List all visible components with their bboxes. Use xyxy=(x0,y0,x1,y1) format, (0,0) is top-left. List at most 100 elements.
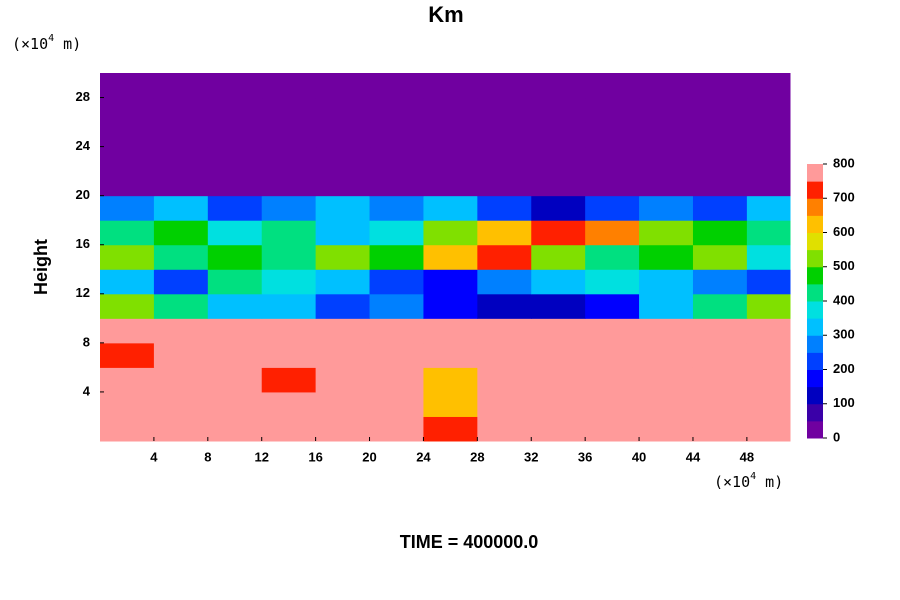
heat-cell xyxy=(423,342,478,368)
y-tick-label: 20 xyxy=(76,187,90,202)
heat-cell xyxy=(100,171,155,197)
heat-cell xyxy=(692,391,748,417)
heat-cell xyxy=(746,122,791,148)
heat-cell xyxy=(261,391,317,417)
heat-cell xyxy=(153,342,209,368)
x-tick-label: 24 xyxy=(416,449,431,464)
unit-prefix: (×10 xyxy=(12,35,48,53)
heat-cell xyxy=(369,171,424,197)
heat-cell xyxy=(100,220,155,246)
heat-cell xyxy=(585,269,640,295)
heat-cell xyxy=(423,244,478,270)
heat-cell xyxy=(153,220,209,246)
heat-cell xyxy=(531,342,586,368)
colorbar-tick-label: 0 xyxy=(833,429,840,444)
heat-cell xyxy=(207,342,263,368)
heat-cell xyxy=(746,269,791,295)
x-tick-label: 20 xyxy=(362,449,376,464)
heat-cell xyxy=(153,73,209,99)
heat-cell xyxy=(315,244,371,270)
heat-cell xyxy=(315,97,371,123)
heat-cell xyxy=(585,220,640,246)
heat-cell xyxy=(100,269,155,295)
heat-cell xyxy=(207,269,263,295)
colorbar-tick-label: 100 xyxy=(833,395,855,410)
heat-cell xyxy=(746,73,791,99)
heat-cell xyxy=(423,195,478,221)
heat-cell xyxy=(100,122,155,148)
heat-cell xyxy=(315,195,371,221)
heat-cell xyxy=(692,269,748,295)
heat-cell xyxy=(585,391,640,417)
colorbar-swatch xyxy=(807,181,823,199)
heat-cell xyxy=(639,342,694,368)
heat-cell xyxy=(153,195,209,221)
heat-cell xyxy=(477,220,532,246)
heat-cell xyxy=(207,293,263,319)
heat-cell xyxy=(100,293,155,319)
heat-cell xyxy=(423,220,478,246)
heat-cell xyxy=(639,367,694,393)
heat-cell xyxy=(692,416,748,442)
heat-cell xyxy=(153,318,209,344)
heat-cell xyxy=(585,97,640,123)
x-tick-label: 28 xyxy=(470,449,484,464)
unit-prefix: (×10 xyxy=(714,473,750,491)
heat-cell xyxy=(153,416,209,442)
heat-cell xyxy=(100,367,155,393)
heat-cell xyxy=(207,195,263,221)
heat-cell xyxy=(261,146,317,172)
heat-cell xyxy=(100,97,155,123)
heat-cell xyxy=(315,269,371,295)
heat-cell xyxy=(423,171,478,197)
heat-cell xyxy=(315,416,371,442)
heat-cell xyxy=(692,293,748,319)
heat-cell xyxy=(261,416,317,442)
heat-cell xyxy=(423,122,478,148)
heat-cell xyxy=(100,244,155,270)
heat-cell xyxy=(585,293,640,319)
colorbar-tick-label: 300 xyxy=(833,327,855,342)
heat-cell xyxy=(531,171,586,197)
heat-cell xyxy=(585,146,640,172)
y-tick-label: 28 xyxy=(76,89,90,104)
x-tick-label: 32 xyxy=(524,449,538,464)
heat-cell xyxy=(746,97,791,123)
colorbar-swatch xyxy=(807,198,823,216)
heat-cell xyxy=(423,318,478,344)
heat-cell xyxy=(315,220,371,246)
heat-cell xyxy=(746,367,791,393)
heat-cell xyxy=(153,293,209,319)
heat-cell xyxy=(639,122,694,148)
heat-cell xyxy=(261,318,317,344)
colorbar-swatch xyxy=(807,352,823,370)
heat-cell xyxy=(531,416,586,442)
y-unit: (×104 m) xyxy=(12,33,81,53)
heat-cell xyxy=(692,367,748,393)
heat-cell xyxy=(585,195,640,221)
heat-cell xyxy=(207,73,263,99)
x-tick-label: 44 xyxy=(686,449,701,464)
heat-cell xyxy=(153,367,209,393)
heat-cell xyxy=(531,73,586,99)
heat-cell xyxy=(585,244,640,270)
heat-cell xyxy=(261,367,317,393)
footer: TIME = 400000.0 xyxy=(400,532,539,552)
heat-cell xyxy=(639,244,694,270)
heat-cell xyxy=(369,416,424,442)
colorbar-swatch xyxy=(807,301,823,319)
heat-cell xyxy=(477,73,532,99)
heat-cell xyxy=(585,367,640,393)
heat-cell xyxy=(207,367,263,393)
heat-cell xyxy=(100,342,155,368)
heat-cell xyxy=(477,416,532,442)
heat-cell xyxy=(477,318,532,344)
heat-cell xyxy=(207,146,263,172)
heat-cell xyxy=(261,244,317,270)
heat-cell xyxy=(692,318,748,344)
heat-cell xyxy=(153,171,209,197)
colorbar-swatch xyxy=(807,266,823,285)
heat-cell xyxy=(153,244,209,270)
heat-cell xyxy=(692,195,748,221)
heat-cell xyxy=(315,73,371,99)
